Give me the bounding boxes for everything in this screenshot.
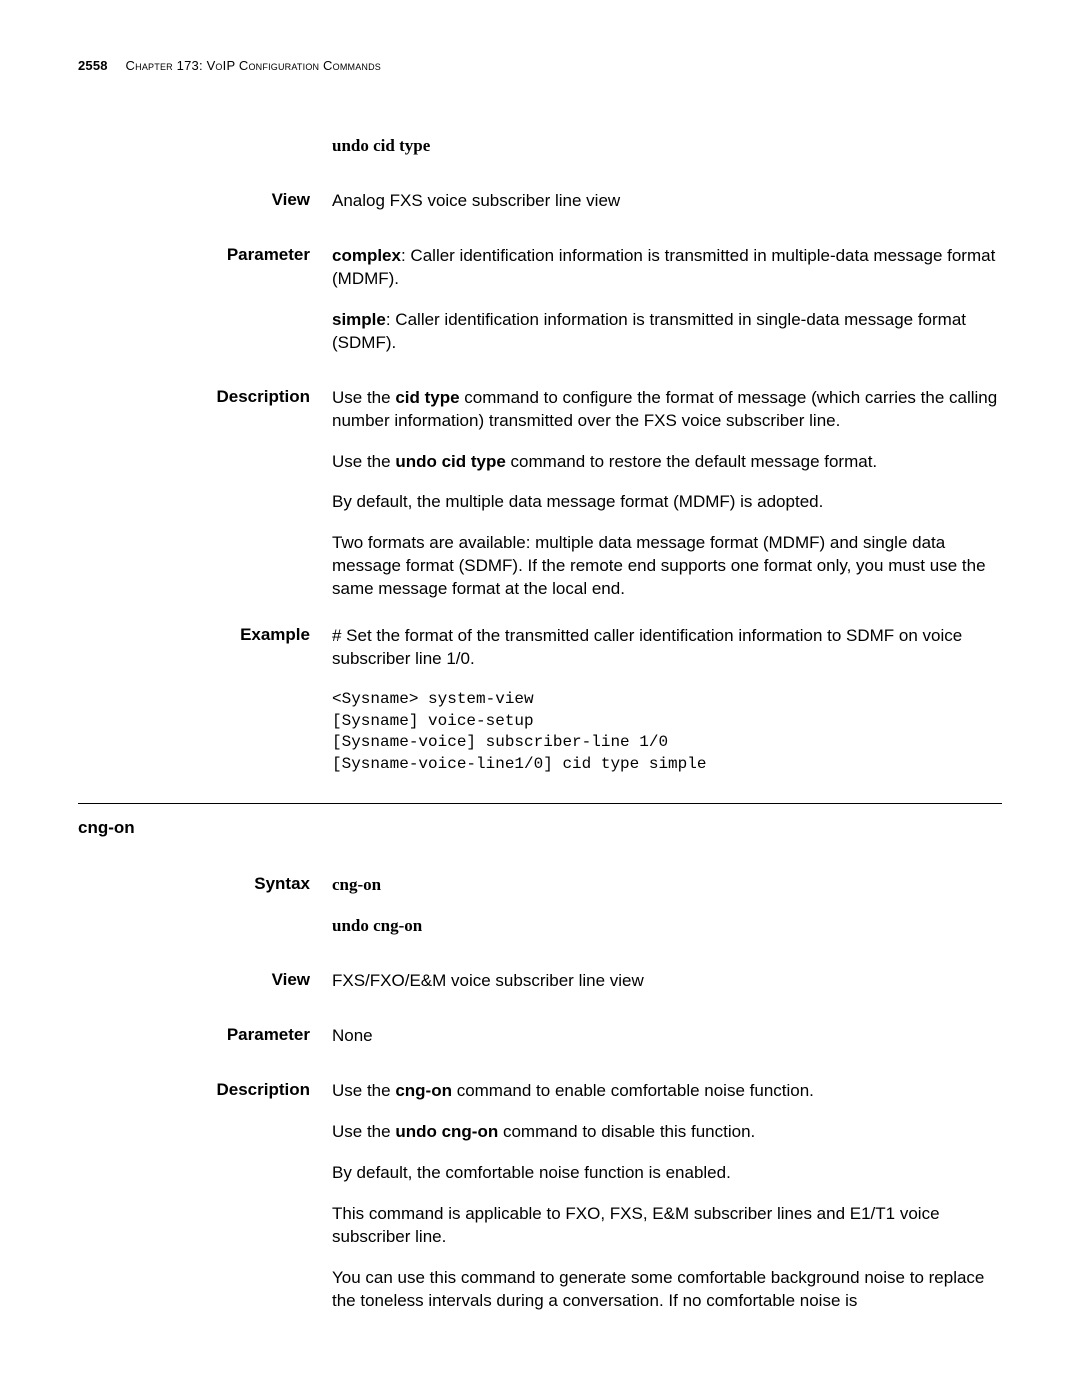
cng-syntax-content: cng-on undo cng-on <box>332 874 1002 938</box>
desc-p3: By default, the multiple data message fo… <box>332 491 1002 514</box>
cng-param-label: Parameter <box>78 1025 332 1048</box>
desc-p4: Two formats are available: multiple data… <box>332 532 1002 601</box>
cng-param-content: None <box>332 1025 1002 1048</box>
cng-param-row: Parameter None <box>78 1025 1002 1048</box>
empty-label <box>78 135 332 158</box>
description-row: Description Use the cid type command to … <box>78 387 1002 602</box>
cng-desc-p3: By default, the comfortable noise functi… <box>332 1162 1002 1185</box>
desc-p1: Use the cid type command to configure th… <box>332 387 1002 433</box>
undo-syntax: undo cid type <box>332 135 1002 158</box>
cng-syntax-row: Syntax cng-on undo cng-on <box>78 874 1002 938</box>
section-title-cng: cng-on <box>78 804 1002 838</box>
param-complex-text: : Caller identification information is t… <box>332 246 995 288</box>
cng-view-row: View FXS/FXO/E&M voice subscriber line v… <box>78 970 1002 993</box>
undo-syntax-row: undo cid type <box>78 135 1002 158</box>
cng-desc-row: Description Use the cng-on command to en… <box>78 1080 1002 1313</box>
example-content: # Set the format of the transmitted call… <box>332 625 1002 775</box>
cng-syntax-cmd: cng-on <box>332 875 381 894</box>
parameter-label: Parameter <box>78 245 332 355</box>
param-simple-text: : Caller identification information is t… <box>332 310 966 352</box>
param-simple: simple: Caller identification informatio… <box>332 309 1002 355</box>
cng-param-text: None <box>332 1026 373 1045</box>
example-label: Example <box>78 625 332 775</box>
example-text: # Set the format of the transmitted call… <box>332 625 1002 671</box>
cng-view-label: View <box>78 970 332 993</box>
cng-desc-p5: You can use this command to generate som… <box>332 1267 1002 1313</box>
cng-desc-p1: Use the cng-on command to enable comfort… <box>332 1080 1002 1103</box>
cng-view-text: FXS/FXO/E&M voice subscriber line view <box>332 971 644 990</box>
parameter-content: complex: Caller identification informati… <box>332 245 1002 355</box>
cng-syntax-undo: undo cng-on <box>332 916 422 935</box>
cng-desc-content: Use the cng-on command to enable comfort… <box>332 1080 1002 1313</box>
undo-cid-type-text: undo cid type <box>332 136 430 155</box>
param-complex: complex: Caller identification informati… <box>332 245 1002 291</box>
cng-desc-label: Description <box>78 1080 332 1313</box>
desc-p2: Use the undo cid type command to restore… <box>332 451 1002 474</box>
cng-desc-p4: This command is applicable to FXO, FXS, … <box>332 1203 1002 1249</box>
page-header: 2558 Chapter 173: VoIP Configuration Com… <box>78 58 1002 73</box>
page: 2558 Chapter 173: VoIP Configuration Com… <box>0 0 1080 1371</box>
cng-syntax-label: Syntax <box>78 874 332 938</box>
param-complex-key: complex <box>332 246 401 265</box>
spacer <box>78 844 1002 874</box>
view-row: View Analog FXS voice subscriber line vi… <box>78 190 1002 213</box>
view-label: View <box>78 190 332 213</box>
view-content: Analog FXS voice subscriber line view <box>332 190 1002 213</box>
param-simple-key: simple <box>332 310 386 329</box>
view-text: Analog FXS voice subscriber line view <box>332 191 620 210</box>
page-number: 2558 <box>78 58 108 73</box>
cng-desc-p2: Use the undo cng-on command to disable t… <box>332 1121 1002 1144</box>
description-content: Use the cid type command to configure th… <box>332 387 1002 602</box>
parameter-row: Parameter complex: Caller identification… <box>78 245 1002 355</box>
chapter-title: Chapter 173: VoIP Configuration Commands <box>126 58 381 73</box>
example-code: <Sysname> system-view [Sysname] voice-se… <box>332 689 1002 775</box>
cng-view-content: FXS/FXO/E&M voice subscriber line view <box>332 970 1002 993</box>
example-row: Example # Set the format of the transmit… <box>78 625 1002 775</box>
description-label: Description <box>78 387 332 602</box>
